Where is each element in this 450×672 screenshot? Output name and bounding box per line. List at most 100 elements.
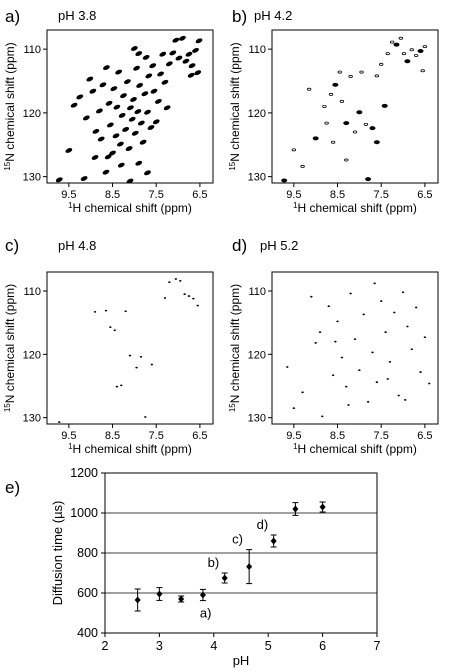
x-tick-label: 7.5 [149,189,164,201]
peak [328,92,334,96]
peak [174,278,178,280]
peak [89,88,97,94]
point-label: d) [257,517,269,532]
peak [96,108,103,114]
peak [109,326,112,328]
panel-a: a) pH 3.8 9.5 8.5 7.5 6.5 110 120 130 1H chemical… [3,7,214,215]
plot-frame [46,271,214,425]
peak [134,109,142,115]
peak [122,127,130,132]
peak [175,55,183,61]
peak [142,54,150,60]
peak [163,105,171,111]
peak [135,51,143,57]
peak [165,61,173,67]
peak [133,65,140,71]
peak [147,125,155,130]
peak [106,122,114,128]
peak [139,139,147,145]
x-tick-label: 9.5 [61,430,76,442]
peak [318,331,322,334]
peak [192,47,199,53]
peak [136,83,143,88]
y-tick-label: 800 [77,546,98,560]
x-tick-label: 6.5 [417,430,432,442]
peak [139,355,143,358]
peak [359,70,364,74]
peak [374,74,380,78]
peak [194,70,202,76]
peak [356,110,363,115]
peak [179,279,182,282]
peak [70,102,78,108]
peak [300,164,305,168]
peak [327,305,330,308]
peak [105,100,113,106]
peak [196,304,199,307]
peak [381,103,388,108]
y-tick-label: 110 [23,286,41,298]
peak [102,169,110,175]
peak [379,62,384,66]
peak [343,121,350,126]
panel-label: c) [5,236,19,255]
y-tick-label: 1000 [70,506,98,520]
peak [115,69,123,75]
x-tick-label: 7.5 [374,430,389,442]
peak [401,52,407,56]
x-tick-label: 6 [319,639,326,653]
peak [388,361,392,363]
peak [393,42,400,47]
peak [188,63,196,69]
peak [55,177,63,183]
x-tick-label: 9.5 [61,189,76,201]
peak [422,45,428,49]
y-tick-label: 600 [77,586,98,600]
peak [135,160,143,166]
peak [301,391,304,394]
peak [99,82,107,88]
y-tick-label: 130 [248,413,266,425]
peak [157,71,164,77]
peak [195,38,203,44]
data-point [199,591,206,599]
y-tick-label: 1200 [70,466,98,480]
peak [187,72,195,78]
point-label: b) [208,555,220,570]
x-tick-label: 8.5 [105,430,120,442]
peak [291,148,297,152]
y-axis-label: 15N chemical shift (ppm) [3,284,17,412]
plot-frame [271,271,439,425]
data-point [134,596,141,604]
peak [76,94,84,100]
peak [159,51,167,57]
y-tick-label: 120 [23,349,41,361]
panel-c: c) pH 4.8 9.5 8.5 7.5 6.5 110 120 130 1H chemical… [3,236,214,456]
peak [404,59,411,64]
y-tick-label: 120 [248,349,266,361]
x-tick-label: 9.5 [286,430,301,442]
data-point [246,563,253,571]
peak [324,121,329,125]
peak [150,363,154,366]
peak [93,311,97,313]
peak [91,155,99,160]
x-tick-label: 7.5 [374,189,389,201]
peak [163,297,167,299]
peak [117,141,124,147]
x-axis-label: 1H chemical shift (ppm) [68,201,192,215]
x-axis-label: pH [233,653,250,668]
panel-d: d) pH 5.2 9.5 8.5 7.5 6.5 110 120 130 1H chemical… [228,236,439,456]
x-tick-label: 7.5 [149,430,164,442]
y-axis-label: 15N chemical shift (ppm) [228,284,242,412]
peak [312,136,319,141]
peak [334,340,337,343]
peak [109,150,116,156]
peak [113,104,121,110]
peak [141,91,149,97]
peak [103,65,110,71]
y-tick-label: 130 [23,413,41,425]
peak [397,394,400,397]
peak [281,178,288,183]
peak [97,136,105,142]
